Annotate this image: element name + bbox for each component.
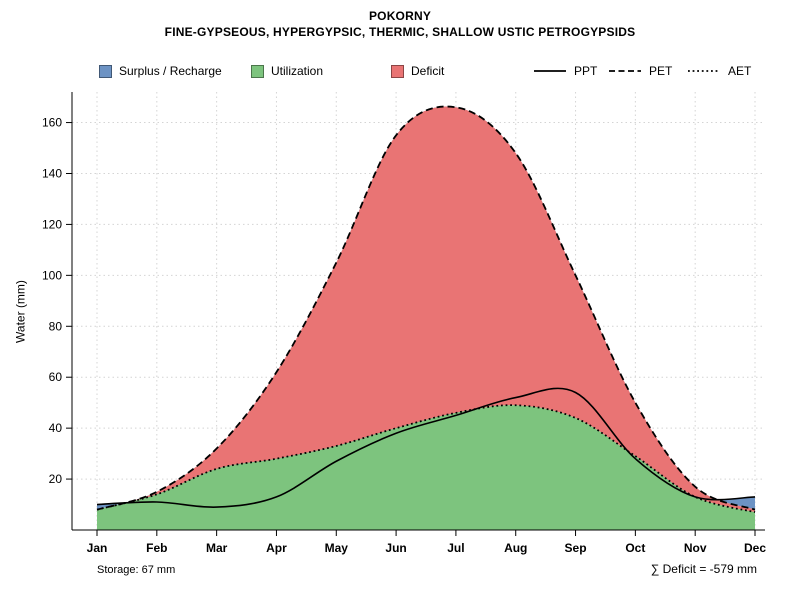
dashed-line-icon <box>609 70 641 72</box>
svg-text:140: 140 <box>42 166 62 180</box>
surplus-swatch-icon <box>99 64 112 78</box>
svg-text:Sep: Sep <box>565 541 587 555</box>
solid-line-icon <box>534 70 566 72</box>
svg-text:Jun: Jun <box>385 541 406 555</box>
svg-text:Jul: Jul <box>447 541 464 555</box>
chart-title: POKORNY <box>368 9 432 23</box>
utilization-label: Utilization <box>271 64 324 78</box>
svg-text:120: 120 <box>42 217 62 231</box>
svg-text:Apr: Apr <box>266 541 287 555</box>
svg-text:60: 60 <box>49 370 63 384</box>
chart-subtitle: FINE-GYPSEOUS, HYPERGYPSIC, THERMIC, SHA… <box>164 25 636 39</box>
legend-item-surplus: Surplus / Recharge <box>99 63 222 79</box>
legend-item-aet: AET <box>687 63 751 79</box>
utilization-swatch-icon <box>251 64 264 78</box>
dotted-line-icon <box>688 70 720 72</box>
svg-text:Nov: Nov <box>684 541 707 555</box>
svg-text:Oct: Oct <box>625 541 645 555</box>
svg-text:160: 160 <box>42 116 62 130</box>
svg-text:Dec: Dec <box>744 541 766 555</box>
svg-text:80: 80 <box>49 319 63 333</box>
aet-label: AET <box>728 64 752 78</box>
svg-text:40: 40 <box>49 421 63 435</box>
deficit-sum-annotation: ∑ Deficit = -579 mm <box>650 562 757 576</box>
svg-text:Jan: Jan <box>87 541 108 555</box>
svg-text:May: May <box>325 541 349 555</box>
svg-text:Mar: Mar <box>206 541 228 555</box>
svg-text:Feb: Feb <box>146 541 167 555</box>
surplus-label: Surplus / Recharge <box>119 64 222 78</box>
pet-label: PET <box>649 64 673 78</box>
storage-annotation: Storage: 67 mm <box>97 564 176 576</box>
deficit-swatch-icon <box>391 64 404 78</box>
legend-item-deficit: Deficit <box>391 63 444 79</box>
deficit-label: Deficit <box>411 64 445 78</box>
legend-item-utilization: Utilization <box>251 63 323 79</box>
svg-text:20: 20 <box>49 472 63 486</box>
svg-text:100: 100 <box>42 268 62 282</box>
svg-text:Aug: Aug <box>504 541 527 555</box>
ppt-label: PPT <box>574 64 598 78</box>
legend-item-pet: PET <box>608 63 672 79</box>
legend-item-ppt: PPT <box>533 63 597 79</box>
